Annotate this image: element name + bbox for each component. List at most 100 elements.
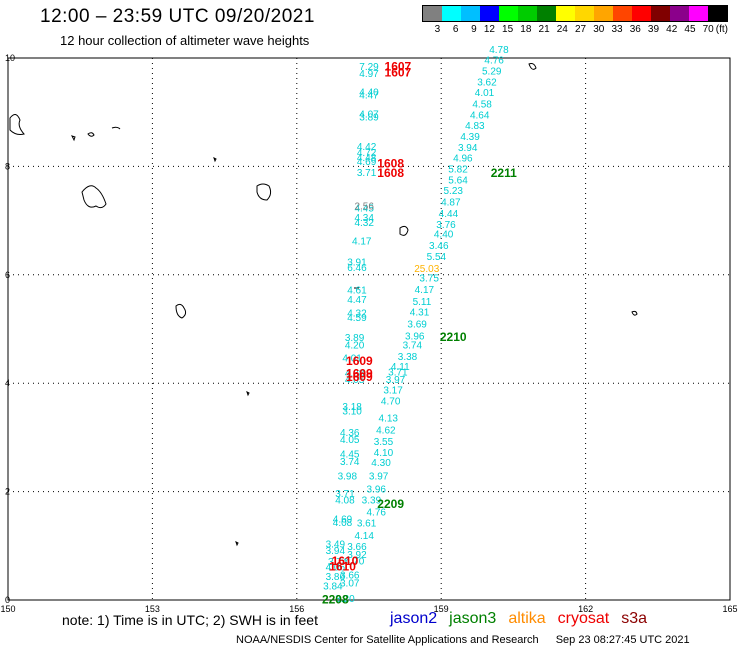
swh-value: 3.96 xyxy=(405,332,425,343)
island-outline xyxy=(9,114,25,135)
legend-swatch xyxy=(480,6,499,21)
legend-labels: 3 6 9 12 15 18 21 24 27 30 33 36 39 42 45 70 (ft) xyxy=(422,24,728,35)
credit-line: NOAA/NESDIS Center for Satellite Applica… xyxy=(236,634,704,646)
swh-value: 7.29 xyxy=(359,62,379,73)
swh-value: 3.74 xyxy=(328,557,348,568)
time-label: 1608 xyxy=(377,157,404,171)
swh-value: 4.76 xyxy=(484,56,504,67)
swh-value: 4.30 xyxy=(371,458,391,469)
legend-swatch xyxy=(575,6,594,21)
island-outline xyxy=(87,132,95,137)
legend-swatch xyxy=(518,6,537,21)
island-outline xyxy=(235,541,239,547)
legend-label: 15 xyxy=(502,24,514,35)
page-subtitle: 12 hour collection of altimeter wave hei… xyxy=(60,33,310,48)
satellite-jason3: jason3 xyxy=(449,610,497,627)
time-label: 2209 xyxy=(377,497,404,511)
swh-value: 4.45 xyxy=(340,450,360,461)
legend-unit: (ft) xyxy=(715,24,728,35)
swh-value: 3.98 xyxy=(338,471,358,482)
swh-value: 4.47 xyxy=(359,90,379,101)
swh-value: 4.64 xyxy=(470,110,490,121)
swh-value: 4.17 xyxy=(352,237,372,248)
swh-value: 5.54 xyxy=(427,252,447,263)
swh-value: 5.64 xyxy=(448,175,468,186)
swh-value: 3.97 xyxy=(369,471,389,482)
page-title: 12:00 – 23:59 UTC 09/20/2021 xyxy=(40,6,315,27)
swh-value: 4.39 xyxy=(460,132,480,143)
time-label: 1607 xyxy=(385,60,412,74)
time-label: 1610 xyxy=(332,554,359,568)
legend-swatch xyxy=(594,6,613,21)
credit-org: NOAA/NESDIS Center for Satellite Applica… xyxy=(236,634,539,646)
swh-value: 4.14 xyxy=(354,531,374,542)
swh-value: 3.92 xyxy=(347,550,367,561)
legend-swatch xyxy=(632,6,651,21)
swh-value: 3.17 xyxy=(383,386,403,397)
tick-label-lat: 8 xyxy=(5,161,10,171)
swh-value: 4.48 xyxy=(357,153,377,164)
legend-swatch xyxy=(461,6,480,21)
legend-label: 36 xyxy=(629,24,641,35)
island-outline xyxy=(71,135,76,142)
satellite-legend: jason2 jason3 altika cryosat s3a xyxy=(390,610,659,628)
tick-label-lat: 6 xyxy=(5,270,10,280)
swh-value: 3.66 xyxy=(340,571,360,582)
legend-label: 21 xyxy=(538,24,550,35)
time-label: 2211 xyxy=(491,166,517,180)
swh-value: 4.05 xyxy=(340,435,360,446)
credit-time: Sep 23 08:27:45 UTC 2021 xyxy=(555,634,690,646)
swh-value: 4.06 xyxy=(326,562,346,573)
swh-value: 4.11 xyxy=(391,362,410,373)
tick-label-lat: 2 xyxy=(5,487,10,497)
legend-swatch xyxy=(651,6,670,21)
legend-swatch xyxy=(708,6,727,21)
swh-value: 4.96 xyxy=(453,154,473,165)
swh-value: 3.10 xyxy=(342,406,362,417)
legend-swatches xyxy=(422,5,728,22)
swh-value: 4.61 xyxy=(347,285,367,296)
swh-value: 3.97 xyxy=(386,375,406,386)
swh-value: 4.20 xyxy=(345,341,365,352)
legend-label: 30 xyxy=(593,24,605,35)
satellite-cryosat: cryosat xyxy=(557,610,610,627)
legend-swatch xyxy=(442,6,461,21)
swh-value: 4.13 xyxy=(379,413,399,424)
swh-value: 4.07 xyxy=(359,109,379,120)
swh-value: 3.86 xyxy=(326,572,346,583)
time-label: 1607 xyxy=(385,66,412,80)
swh-value: 4.47 xyxy=(347,295,367,306)
island-outline xyxy=(256,183,272,201)
swh-value: 4.08 xyxy=(333,518,353,529)
time-label: 1609 xyxy=(346,370,373,384)
legend-label: 6 xyxy=(452,24,459,35)
legend-label: 42 xyxy=(666,24,678,35)
swh-value: 3.94 xyxy=(326,546,346,557)
swh-value: 4.69 xyxy=(357,157,377,168)
tick-label-lat: 0 xyxy=(5,595,10,605)
swh-value: 4.01 xyxy=(342,354,362,365)
swh-value: 4.62 xyxy=(376,425,396,436)
legend-swatch xyxy=(613,6,632,21)
swh-value: 4.72 xyxy=(357,148,377,159)
swh-value: 4.10 xyxy=(374,448,394,459)
legend-label: 9 xyxy=(471,24,477,35)
legend-label: 39 xyxy=(647,24,660,35)
swh-value: 3.49 xyxy=(326,540,346,551)
legend-label: 70 xyxy=(702,24,714,35)
legend-label: 24 xyxy=(556,24,568,35)
time-label: 1609 xyxy=(346,354,373,368)
island-outline xyxy=(175,303,187,319)
swh-value: 4.42 xyxy=(357,142,377,153)
footnote: note: 1) Time is in UTC; 2) SWH is in fe… xyxy=(62,612,318,628)
swh-value: 4.70 xyxy=(381,397,401,408)
tick-label-lon: 159 xyxy=(434,604,449,614)
swh-value: 4.05 xyxy=(345,375,365,386)
tick-label-lat: 4 xyxy=(5,378,10,388)
swh-value: 4.45 xyxy=(354,204,374,215)
tick-label-lon: 153 xyxy=(145,604,160,614)
swh-value: 3.38 xyxy=(398,352,418,363)
swh-value: 3.71 xyxy=(357,168,377,179)
island-outline xyxy=(81,185,107,209)
island-outline xyxy=(528,63,537,70)
